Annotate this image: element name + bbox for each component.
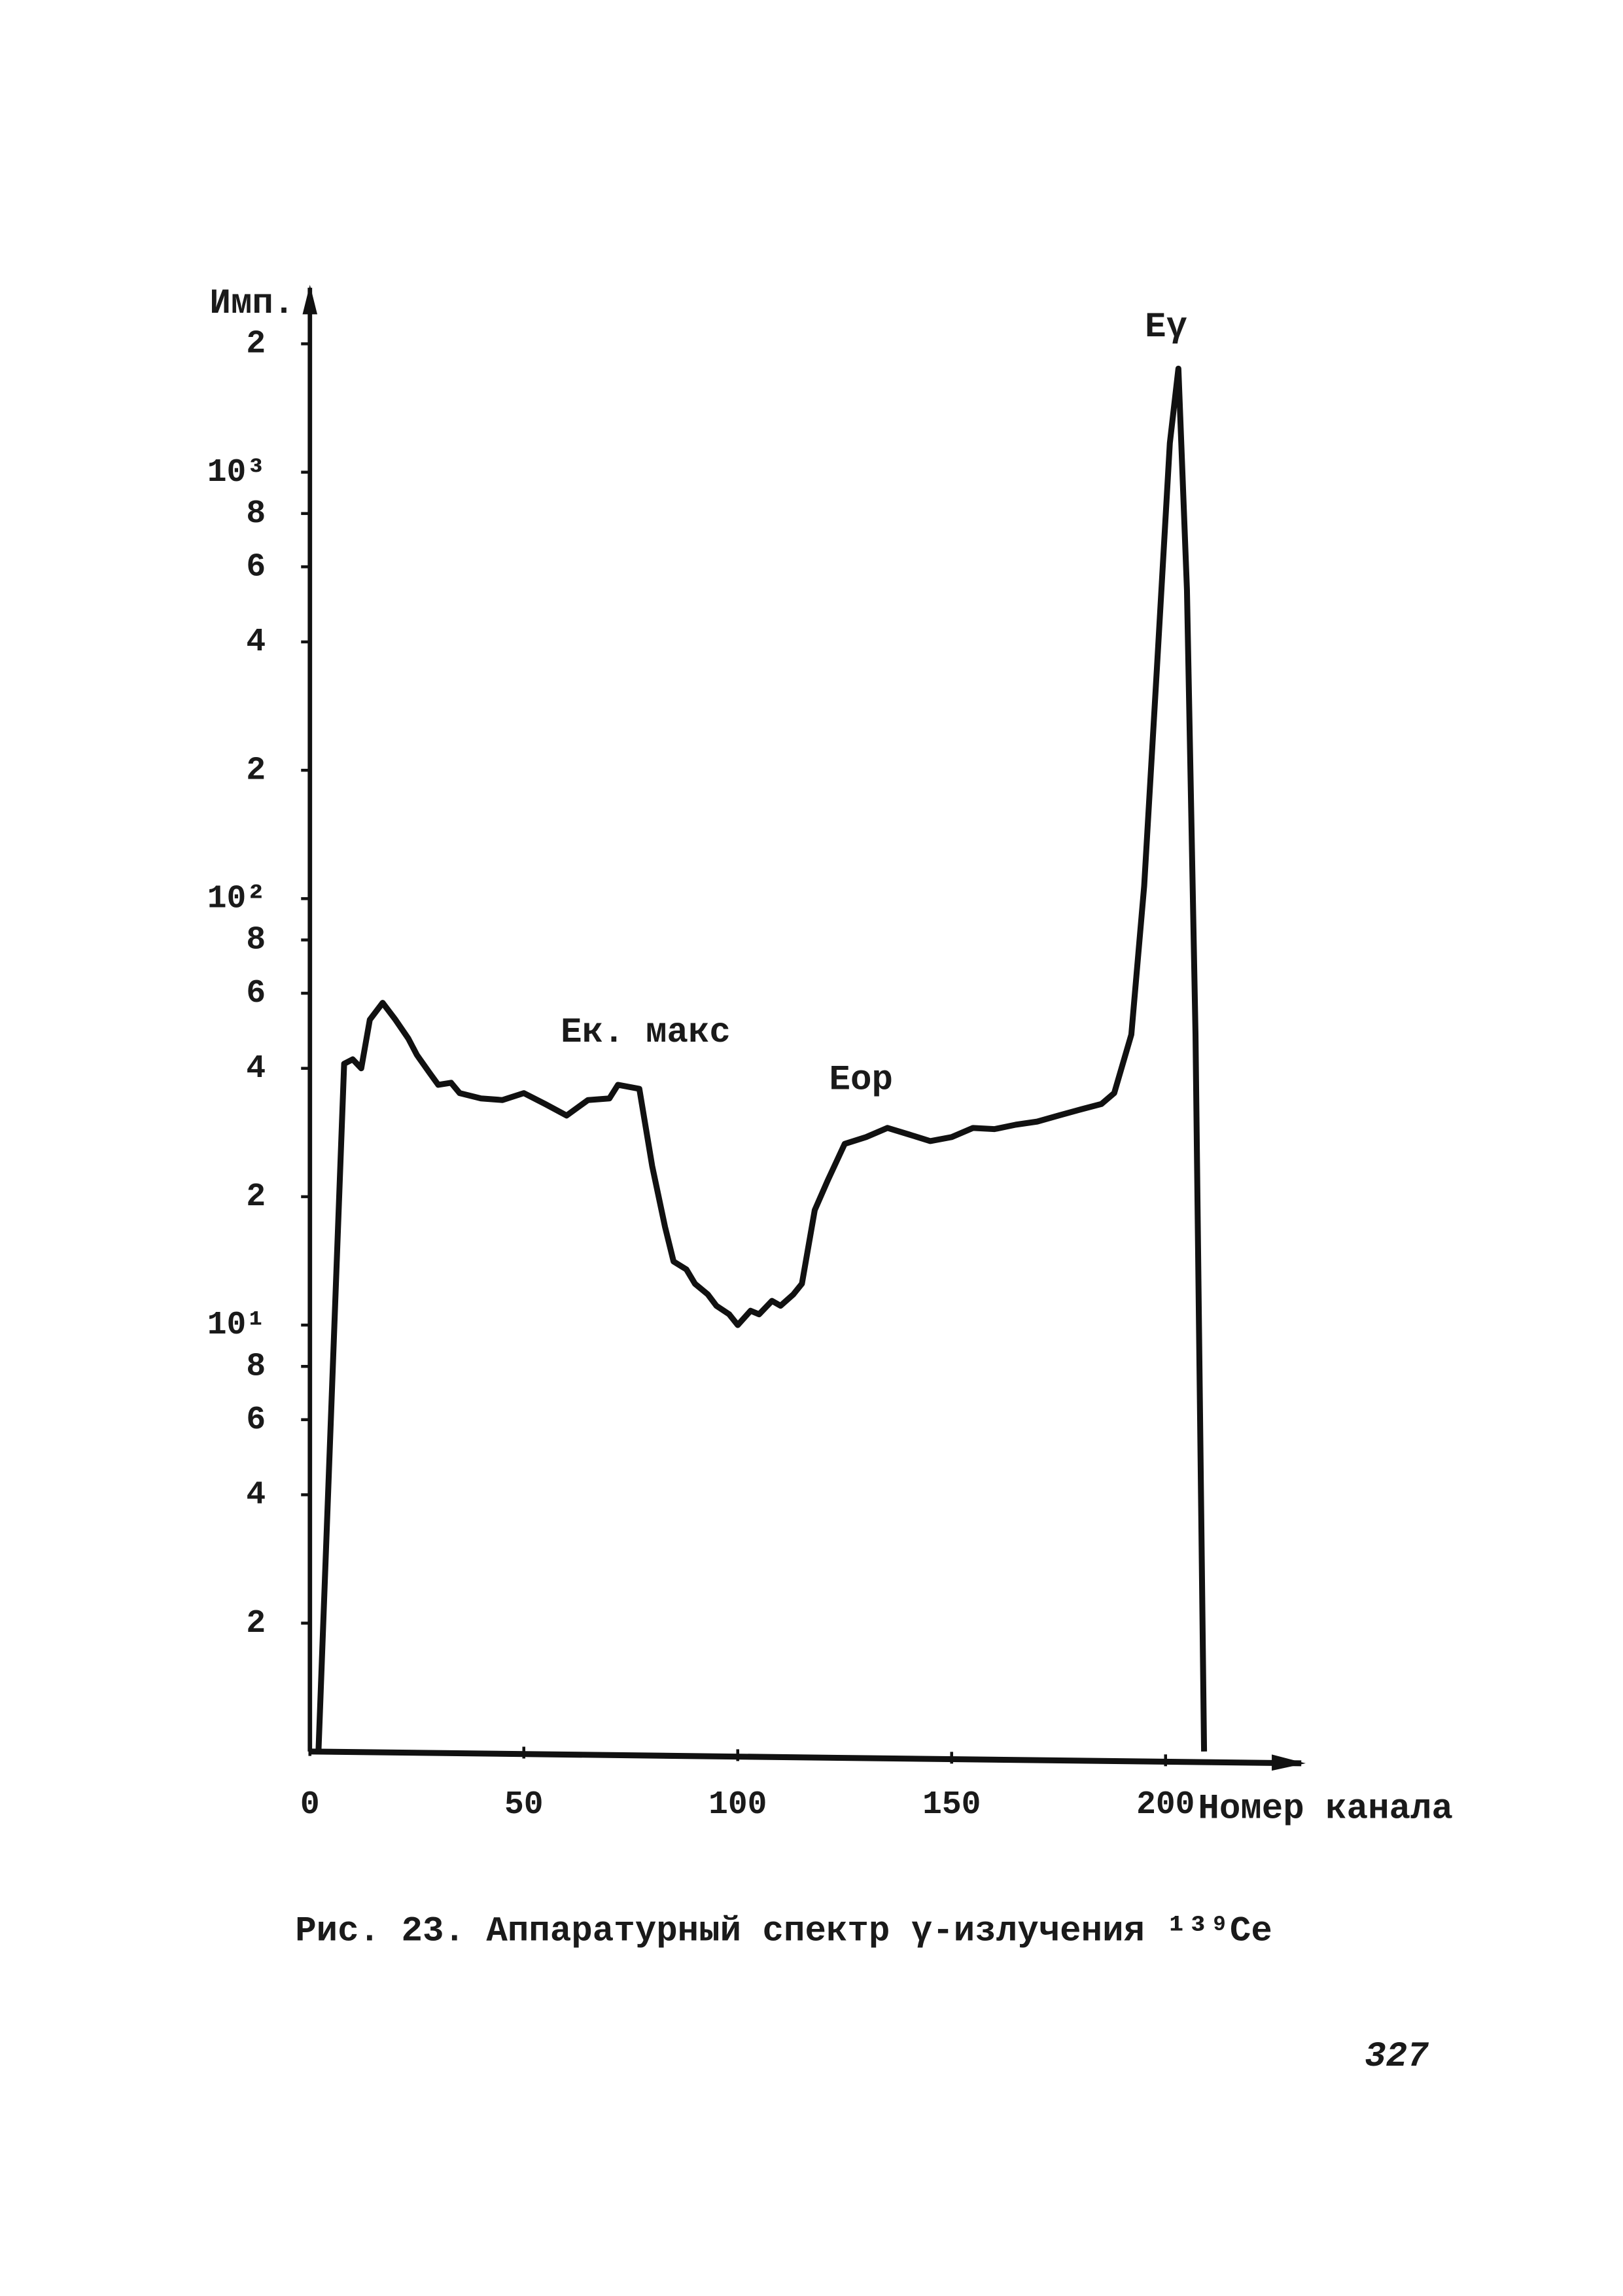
x-axis-label: Номер канала <box>1198 1789 1453 1829</box>
y-tick-label: 4 <box>246 624 266 660</box>
page-number: 327 <box>1365 2037 1429 2077</box>
annotation: Eор <box>829 1060 893 1100</box>
y-tick-label: 2 <box>246 1605 266 1642</box>
x-axis <box>309 1748 1302 1767</box>
y-tick-label: 4 <box>246 1050 266 1087</box>
x-tick-label: 100 <box>708 1786 767 1823</box>
x-axis-arrow <box>1272 1754 1306 1771</box>
y-axis-label: Имп. <box>209 284 294 324</box>
y-tick-label: 10¹ <box>207 1307 266 1343</box>
y-tick-label: 8 <box>246 1348 266 1385</box>
spectrum-line <box>315 365 1208 1752</box>
annotation: Eγ <box>1145 308 1187 347</box>
annotation: Eк. макс <box>561 1013 731 1053</box>
y-tick-label: 8 <box>246 922 266 959</box>
y-tick-label: 10³ <box>207 454 266 491</box>
y-tick-label: 8 <box>246 495 266 532</box>
x-tick-label: 50 <box>504 1786 544 1823</box>
x-tick-label: 150 <box>922 1786 981 1823</box>
y-tick-label: 10² <box>207 880 266 917</box>
y-tick-label: 6 <box>246 975 266 1012</box>
y-tick-label: 6 <box>246 1402 266 1438</box>
x-tick-label: 0 <box>300 1786 320 1823</box>
y-tick-label: 2 <box>246 752 266 788</box>
y-axis-arrow <box>302 285 318 315</box>
x-tick-label: 200 <box>1136 1786 1195 1823</box>
figure-caption: Рис. 23. Аппаратурный спектр γ-излучения… <box>295 1912 1272 1952</box>
y-tick-label: 2 <box>246 1178 266 1215</box>
y-tick-label: 2 <box>246 326 266 362</box>
y-tick-label: 4 <box>246 1477 266 1513</box>
y-tick-label: 6 <box>246 548 266 585</box>
